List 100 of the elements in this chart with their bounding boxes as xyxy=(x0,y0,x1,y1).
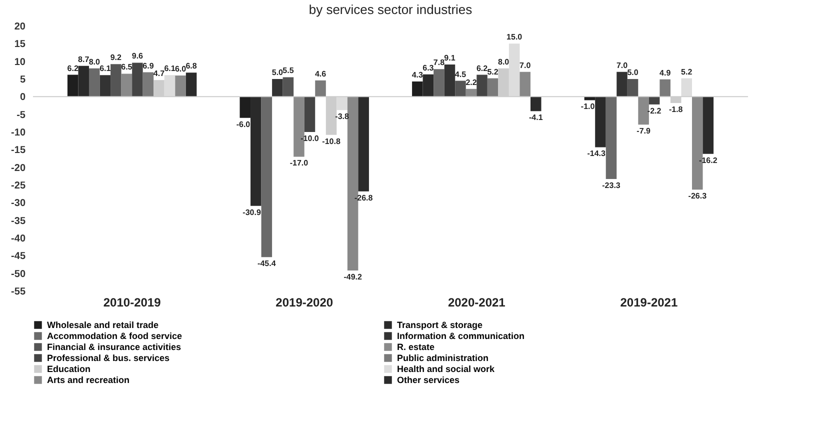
bar xyxy=(132,62,143,97)
data-label: -49.2 xyxy=(344,272,362,282)
bar xyxy=(315,80,326,97)
data-label: 4.5 xyxy=(454,70,467,79)
y-tick-label: -40 xyxy=(11,234,26,244)
data-label: 9.6 xyxy=(132,52,144,61)
data-label: 8.0 xyxy=(498,57,510,66)
bar xyxy=(606,96,617,179)
data-label: 7.0 xyxy=(616,60,628,70)
bar xyxy=(358,96,369,192)
y-tick-label: -45 xyxy=(11,251,26,262)
data-label: 6.5 xyxy=(121,62,133,72)
legend-label: Arts and recreation xyxy=(47,375,130,385)
legend-label: Education xyxy=(47,364,91,374)
y-tick-label: 20 xyxy=(14,22,26,32)
bar xyxy=(336,96,348,110)
bar xyxy=(261,96,272,258)
y-tick-label: 10 xyxy=(14,56,26,68)
data-label: 6.3 xyxy=(422,63,434,72)
data-label: 4.6 xyxy=(314,69,327,78)
bar xyxy=(530,96,542,112)
bar xyxy=(455,80,466,97)
bar xyxy=(627,79,638,97)
data-label: -2.2 xyxy=(647,106,662,116)
bar xyxy=(121,74,132,97)
data-label: 6.2 xyxy=(476,64,488,73)
y-tick-label: -10 xyxy=(11,128,26,138)
data-label: 7.8 xyxy=(433,58,446,68)
x-tick-label: 2019-2021 xyxy=(620,296,678,310)
data-label: 2.2 xyxy=(466,78,478,87)
data-label: 6.8 xyxy=(186,62,198,71)
y-tick-label: -55 xyxy=(11,286,26,298)
y-tick-label: 0 xyxy=(20,92,26,104)
data-label: -1.0 xyxy=(580,102,596,112)
x-tick-label: 2019-2020 xyxy=(276,296,334,310)
data-label: -10.8 xyxy=(322,136,341,146)
data-label: -45.4 xyxy=(258,259,276,268)
legend-label: R. estate xyxy=(397,342,435,352)
data-label: 6.0 xyxy=(174,64,187,74)
data-label: -17.0 xyxy=(290,158,309,168)
data-label: -3.8 xyxy=(335,112,350,122)
data-label: -23.3 xyxy=(602,180,621,190)
chart-title: by services sector industries xyxy=(308,2,473,17)
legend-label: Professional & bus. services xyxy=(47,353,170,363)
bar xyxy=(487,78,498,97)
data-label: 7.0 xyxy=(520,60,532,70)
legend-label: Other services xyxy=(397,375,460,385)
legend-label: Wholesale and retail trade xyxy=(47,320,159,330)
data-label: 5.5 xyxy=(282,66,294,76)
data-label: 15.0 xyxy=(506,32,523,42)
legend-label: Public administration xyxy=(397,353,489,363)
bar xyxy=(88,68,100,97)
data-label: -26.8 xyxy=(354,193,374,202)
bar xyxy=(444,64,456,97)
bar xyxy=(520,72,530,97)
bar xyxy=(434,69,444,97)
data-label: 5.2 xyxy=(681,67,693,76)
data-label: 9.1 xyxy=(444,54,456,63)
y-tick-label: -15 xyxy=(11,145,26,156)
data-label: -10.0 xyxy=(300,134,320,143)
bar xyxy=(282,77,294,97)
bar xyxy=(681,78,692,97)
data-label: 4.3 xyxy=(412,70,424,80)
data-label: -4.1 xyxy=(528,113,544,122)
bar xyxy=(304,96,316,132)
data-label: -16.2 xyxy=(699,156,718,165)
legend-label: Accommodation & food service xyxy=(47,331,182,341)
legend-label: Financial & insurance activities xyxy=(47,342,182,352)
legend-label: Information & communication xyxy=(397,331,525,341)
y-tick-label: -50 xyxy=(11,268,26,280)
y-tick-label: 5 xyxy=(20,74,26,86)
data-label: 9.2 xyxy=(110,53,122,62)
bar xyxy=(164,75,176,97)
data-label: 6.1 xyxy=(100,64,112,74)
bar xyxy=(100,75,111,97)
y-tick-label: -25 xyxy=(11,180,26,192)
data-label: -6.0 xyxy=(236,120,251,129)
y-tick-label: -35 xyxy=(11,216,26,227)
bar xyxy=(186,72,197,97)
data-label: -7.9 xyxy=(636,126,651,136)
legend-label: Transport & storage xyxy=(397,320,483,330)
data-label: 6.2 xyxy=(67,64,79,73)
bar xyxy=(110,64,122,97)
data-label: 6.9 xyxy=(142,61,154,70)
y-tick-label: 15 xyxy=(14,39,26,50)
x-tick-label: 2020-2021 xyxy=(448,296,506,310)
y-tick-label: -5 xyxy=(16,110,26,121)
x-tick-label: 2010-2019 xyxy=(103,296,162,310)
bar xyxy=(638,96,649,125)
y-tick-label: -20 xyxy=(11,162,26,174)
bar xyxy=(142,72,154,97)
bar xyxy=(702,96,714,154)
data-label: -26.3 xyxy=(688,192,708,201)
bar xyxy=(616,72,628,97)
legend-label: Health and social work xyxy=(397,364,496,374)
data-label: 5.0 xyxy=(627,68,639,77)
data-label: -14.3 xyxy=(587,149,606,158)
bar xyxy=(648,96,660,104)
bar xyxy=(508,44,520,97)
bar xyxy=(660,79,670,97)
